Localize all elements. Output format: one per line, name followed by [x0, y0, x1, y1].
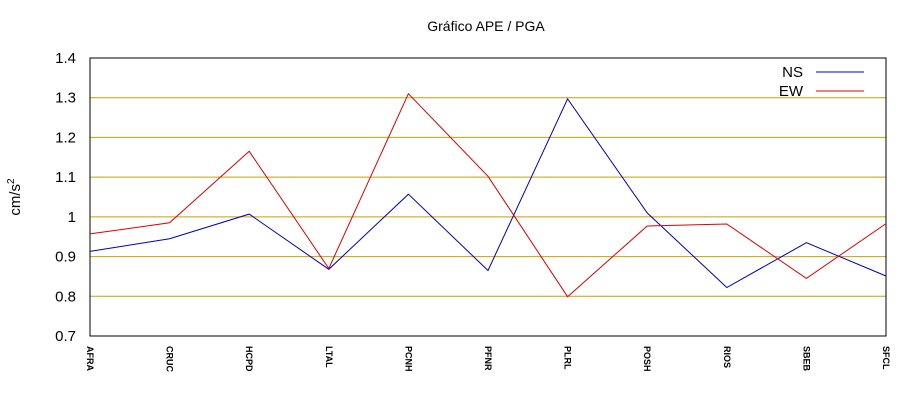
- x-tick-label-cruc: CRUC: [165, 346, 175, 372]
- x-tick-label-posh: POSH: [642, 346, 652, 372]
- y-axis-label: cm/s2: [6, 178, 24, 216]
- x-tick-label-hcpd: HCPD: [244, 346, 254, 372]
- y-axis-label-exponent: 2: [6, 178, 17, 184]
- y-tick-label: 0.9: [55, 249, 76, 266]
- legend: NS EW: [779, 64, 864, 100]
- x-tick-label-sbeb: SBEB: [801, 346, 811, 372]
- x-tick-label-rios: RIOS: [722, 346, 732, 368]
- y-tick-label: 0.8: [55, 288, 76, 305]
- x-tick-label-ltal: LTAL: [324, 346, 334, 368]
- x-axis-ticks: AFRA CRUC HCPD LTAL PCNH PFNR PLRL POSH RIOS SBEB…: [85, 346, 891, 372]
- y-tick-label: 1.4: [55, 50, 76, 67]
- y-tick-label: 1.2: [55, 129, 76, 146]
- y-tick-label: 1.1: [55, 169, 76, 186]
- series-line-ew: [89, 92, 887, 298]
- gridlines: [90, 97, 886, 297]
- legend-label-ew: EW: [779, 83, 804, 100]
- y-axis-ticks: 0.7 0.8 0.9 1 1.1 1.2 1.3 1.4: [55, 50, 76, 345]
- y-tick-label: 0.7: [55, 328, 76, 345]
- plot-frame: [89, 57, 887, 337]
- series-line-ns: [89, 97, 887, 289]
- x-tick-label-afra: AFRA: [85, 346, 95, 371]
- y-tick-label: 1: [68, 209, 76, 226]
- legend-label-ns: NS: [782, 64, 803, 81]
- chart-title: Gráfico APE / PGA: [427, 18, 545, 34]
- x-tick-label-plrl: PLRL: [563, 346, 573, 370]
- series-lines: [89, 92, 887, 298]
- y-tick-label: 1.3: [55, 90, 76, 107]
- x-tick-label-sfcl: SFCL: [881, 346, 891, 370]
- x-tick-label-pfnr: PFNR: [483, 346, 493, 371]
- x-tick-label-pcnh: PCNH: [403, 346, 413, 372]
- y-axis-label-unit: cm/s: [7, 184, 24, 216]
